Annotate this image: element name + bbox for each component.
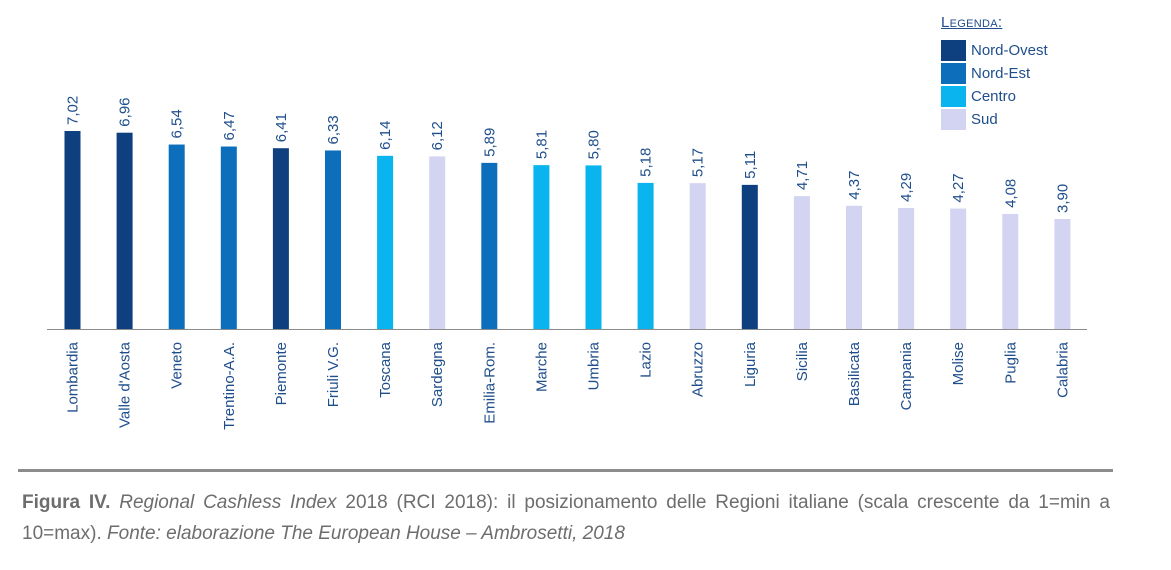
category-label: Sicilia [794, 341, 811, 381]
caption-divider [18, 469, 1113, 472]
legend-item-nord-ovest: Nord-Ovest [941, 39, 1081, 62]
bar [377, 155, 394, 329]
data-label: 4,08 [1002, 179, 1019, 208]
legend-title: Legenda: [941, 14, 1003, 31]
data-label: 6,12 [429, 121, 446, 150]
bar [481, 162, 498, 329]
data-label: 5,17 [690, 148, 707, 177]
legend-label: Centro [971, 88, 1017, 105]
bar [1002, 213, 1019, 329]
legend-label: Sud [971, 111, 998, 128]
bar-chart: 7,02 Lombardia 6,96 Valle d'Aosta 6,54 Veneto… [47, 96, 1087, 430]
data-label: 4,29 [898, 173, 915, 202]
caption-italic-title: Regional Cashless Index [119, 492, 337, 513]
category-label: Valle d'Aosta [117, 341, 134, 428]
data-label: 6,47 [221, 111, 238, 140]
bar [116, 132, 133, 329]
data-label: 5,18 [638, 148, 655, 177]
data-label: 4,37 [846, 171, 863, 200]
legend-label: Nord-Ovest [971, 42, 1048, 59]
bar [898, 208, 915, 329]
bar [272, 148, 289, 329]
data-label: 5,89 [481, 128, 498, 157]
legend-item-sud: Sud [941, 108, 1081, 131]
legend: Legenda: Nord-Ovest Nord-Est Centro Sud [941, 14, 1081, 131]
category-label: Sardegna [429, 341, 446, 407]
data-label: 4,27 [950, 173, 967, 202]
data-label: 6,33 [325, 115, 342, 144]
data-label: 5,80 [586, 130, 603, 159]
category-label: Veneto [169, 342, 186, 389]
legend-swatch [941, 86, 966, 107]
bar [1054, 219, 1071, 329]
bar [585, 165, 602, 329]
legend-swatch [941, 109, 966, 130]
category-label: Emilia-Rom. [481, 342, 498, 424]
bar [220, 146, 237, 329]
data-label: 5,81 [533, 130, 550, 159]
bar [741, 184, 758, 329]
bar [637, 182, 654, 329]
data-label: 6,54 [169, 109, 186, 138]
data-label: 6,96 [117, 97, 134, 126]
bar [64, 131, 81, 329]
legend-label: Nord-Est [971, 65, 1031, 82]
category-label: Toscana [377, 341, 394, 398]
caption-source: Fonte: elaborazione The European House –… [107, 523, 625, 544]
bar [846, 205, 862, 329]
data-label: 5,11 [742, 151, 759, 179]
category-label: Puglia [1002, 341, 1019, 383]
data-label: 6,41 [273, 113, 290, 142]
legend-item-nord-est: Nord-Est [941, 62, 1081, 85]
bar [793, 196, 810, 329]
bar [168, 144, 185, 329]
category-label: Liguria [742, 341, 759, 387]
data-label: 6,14 [377, 121, 394, 150]
category-label: Lombardia [65, 341, 82, 413]
data-label: 3,90 [1054, 184, 1071, 213]
bar [533, 165, 550, 329]
category-label: Campania [898, 341, 915, 410]
category-label: Friuli V.G. [325, 342, 342, 407]
legend-swatch [941, 40, 966, 61]
category-label: Trentino-A.A. [221, 342, 238, 430]
bar [689, 183, 706, 329]
caption-figure-number: Figura IV. [22, 492, 111, 513]
category-label: Basilicata [846, 341, 863, 406]
category-label: Marche [533, 342, 550, 392]
data-label: 7,02 [65, 96, 82, 125]
bar [429, 156, 446, 329]
data-label: 4,71 [794, 161, 811, 190]
legend-item-centro: Centro [941, 85, 1081, 108]
bar [950, 208, 967, 329]
category-label: Piemonte [273, 342, 290, 405]
category-label: Calabria [1054, 341, 1071, 398]
category-label: Lazio [638, 342, 655, 378]
category-label: Molise [950, 342, 967, 385]
legend-swatch [941, 63, 966, 84]
caption-text: 2018 (RCI 2018): il posizionamento delle… [22, 492, 1110, 544]
figure-caption: Figura IV. Regional Cashless Index 2018 … [22, 487, 1110, 549]
category-label: Abruzzo [690, 342, 707, 397]
category-label: Umbria [586, 341, 603, 390]
bar [325, 150, 341, 329]
